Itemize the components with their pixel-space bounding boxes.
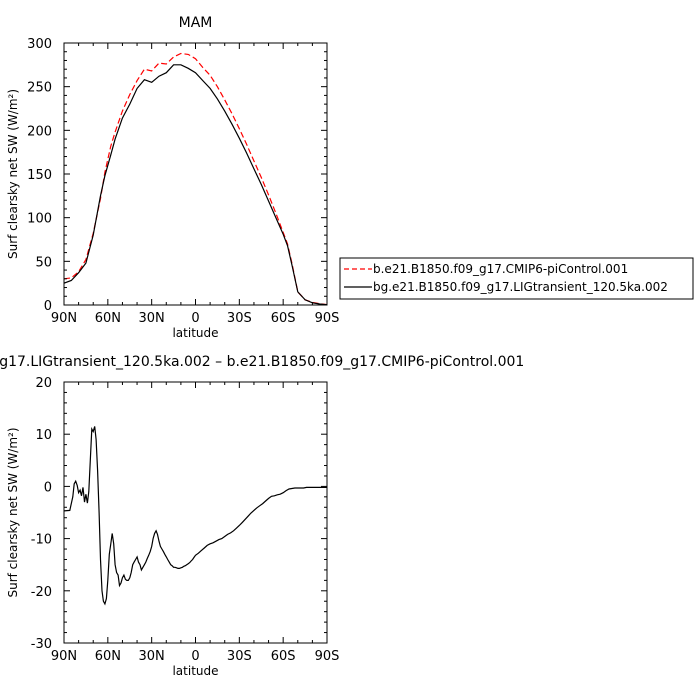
y-tick-label: -30 bbox=[31, 637, 52, 652]
plot-frame bbox=[63, 381, 328, 644]
x-tick-label: 30N bbox=[139, 649, 165, 664]
series-line-1 bbox=[64, 426, 327, 606]
y-tick-label: 10 bbox=[35, 428, 52, 443]
legend-label-1: b.e21.B1850.f09_g17.CMIP6-piControl.001 bbox=[373, 262, 628, 276]
x-tick-label: 30N bbox=[139, 311, 165, 326]
y-axis-title: Surf clearsky net SW (W/m²) bbox=[6, 427, 20, 597]
panel-title: MAM bbox=[179, 15, 213, 31]
y-tick-label: 200 bbox=[27, 124, 52, 139]
y-tick-label: 0 bbox=[44, 480, 52, 495]
y-tick-label: 150 bbox=[27, 168, 52, 183]
x-axis-title: latitude bbox=[172, 326, 218, 340]
y-tick-label: -10 bbox=[31, 533, 52, 548]
y-axis-title: Surf clearsky net SW (W/m²) bbox=[6, 89, 20, 259]
y-tick-label: -20 bbox=[31, 585, 52, 600]
legend: b.e21.B1850.f09_g17.CMIP6-piControl.001b… bbox=[339, 257, 694, 300]
y-tick-label: 250 bbox=[27, 81, 52, 96]
y-tick-label: 20 bbox=[35, 376, 52, 391]
x-tick-label: 90N bbox=[51, 311, 77, 326]
panel-title: bg.e21.B1850.f09_g17.LIGtransient_120.5k… bbox=[0, 354, 524, 370]
legend-label-2: bg.e21.B1850.f09_g17.LIGtransient_120.5k… bbox=[373, 280, 668, 294]
x-tick-label: 60N bbox=[95, 649, 121, 664]
x-axis-title: latitude bbox=[172, 664, 218, 678]
y-tick-label: 50 bbox=[35, 255, 52, 270]
x-tick-label: 60N bbox=[95, 311, 121, 326]
panel-1: 90N 60N 30N 0 30S 60S 90S 0 50 100 150 200 250 300 lat… bbox=[6, 15, 339, 340]
legend-box bbox=[339, 257, 694, 300]
x-tick-label: 90S bbox=[315, 649, 340, 664]
x-tick-label: 30S bbox=[227, 311, 252, 326]
x-tick-label: 30S bbox=[227, 649, 252, 664]
x-tick-label: 60S bbox=[271, 311, 296, 326]
x-tick-label: 60S bbox=[271, 649, 296, 664]
panel-2: 90N 60N 30N 0 30S 60S 90S -30 -20 -10 0 10 20 latitud… bbox=[0, 354, 524, 678]
y-tick-label: 100 bbox=[27, 212, 52, 227]
x-tick-label: 0 bbox=[191, 311, 199, 326]
plot-frame bbox=[63, 42, 328, 306]
x-tick-label: 90S bbox=[315, 311, 340, 326]
y-tick-label: 0 bbox=[44, 299, 52, 314]
series-line-2 bbox=[64, 64, 327, 305]
x-tick-label: 90N bbox=[51, 649, 77, 664]
x-tick-label: 0 bbox=[191, 649, 199, 664]
y-tick-label: 300 bbox=[27, 37, 52, 52]
series-line-1 bbox=[64, 52, 327, 305]
